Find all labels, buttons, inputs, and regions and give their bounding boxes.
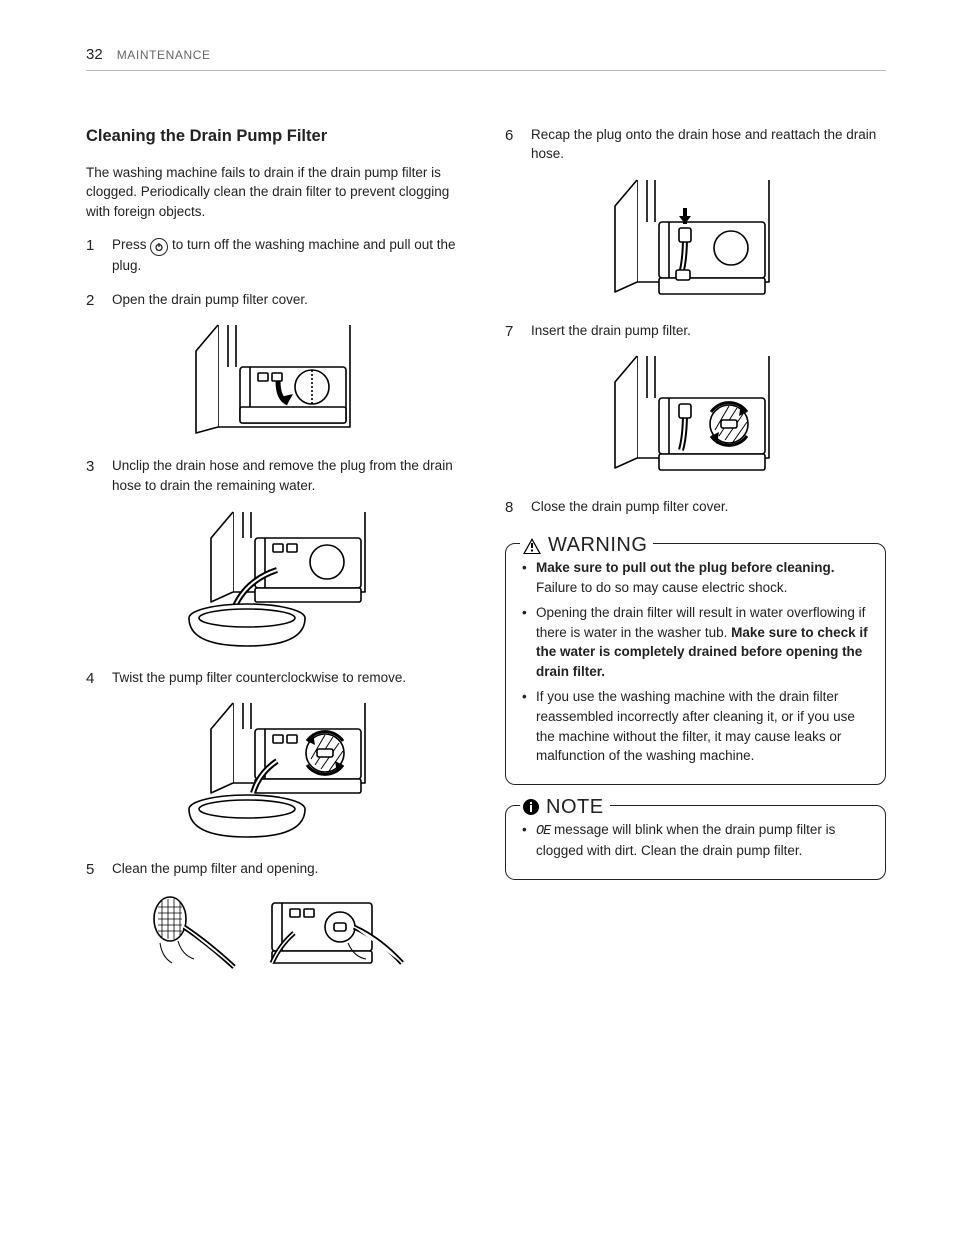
error-code: OE [536, 824, 550, 839]
step-4: 4 Twist the pump filter counterclockwise… [86, 668, 467, 694]
step-number: 5 [86, 859, 100, 885]
step-text: Unclip the drain hose and remove the plu… [112, 456, 467, 495]
step-text: Press [112, 237, 150, 252]
step-2: 2 Open the drain pump filter cover. [86, 290, 467, 316]
content-columns: Cleaning the Drain Pump Filter The washi… [86, 125, 886, 1011]
step-body: Press to turn off the washing machine an… [112, 235, 467, 282]
step-body: Clean the pump filter and opening. [112, 859, 467, 885]
step-body: Twist the pump filter counterclockwise t… [112, 668, 467, 694]
step-number: 8 [505, 497, 519, 523]
note-text: message will blink when the drain pump f… [536, 822, 835, 859]
left-column: Cleaning the Drain Pump Filter The washi… [86, 125, 467, 1011]
figure-step-6 [505, 178, 886, 303]
power-icon [150, 238, 168, 256]
step-number: 4 [86, 668, 100, 694]
step-6: 6 Recap the plug onto the drain hose and… [505, 125, 886, 170]
step-text: Twist the pump filter counterclockwise t… [112, 668, 467, 688]
section-name: MAINTENANCE [117, 47, 211, 64]
step-7: 7 Insert the drain pump filter. [505, 321, 886, 347]
right-column: 6 Recap the plug onto the drain hose and… [505, 125, 886, 1011]
step-number: 7 [505, 321, 519, 347]
step-body: Close the drain pump filter cover. [531, 497, 886, 523]
warning-title-text: WARNING [548, 531, 647, 560]
warning-callout: WARNING Make sure to pull out the plug b… [505, 543, 886, 785]
warning-item: Make sure to pull out the plug before cl… [522, 558, 869, 597]
warning-text: If you use the washing machine with the … [536, 689, 855, 763]
figure-step-7 [505, 354, 886, 479]
section-title: Cleaning the Drain Pump Filter [86, 125, 467, 149]
info-icon [522, 798, 540, 816]
step-number: 2 [86, 290, 100, 316]
step-text: Close the drain pump filter cover. [531, 497, 886, 517]
step-text: Clean the pump filter and opening. [112, 859, 467, 879]
step-text: Open the drain pump filter cover. [112, 290, 467, 310]
step-body: Open the drain pump filter cover. [112, 290, 467, 316]
note-title-text: NOTE [546, 793, 604, 822]
step-number: 6 [505, 125, 519, 170]
step-text: Insert the drain pump filter. [531, 321, 886, 341]
figure-step-5 [86, 893, 467, 993]
note-callout: NOTE OE message will blink when the drai… [505, 805, 886, 880]
warning-icon [522, 537, 542, 555]
step-8: 8 Close the drain pump filter cover. [505, 497, 886, 523]
step-body: Insert the drain pump filter. [531, 321, 886, 347]
figure-step-3 [86, 510, 467, 650]
step-5: 5 Clean the pump filter and opening. [86, 859, 467, 885]
figure-step-4 [86, 701, 467, 841]
step-1: 1 Press to turn off the washing machine … [86, 235, 467, 282]
step-body: Unclip the drain hose and remove the plu… [112, 456, 467, 501]
note-item: OE message will blink when the drain pum… [522, 820, 869, 861]
note-title: NOTE [520, 793, 610, 822]
step-3: 3 Unclip the drain hose and remove the p… [86, 456, 467, 501]
step-number: 1 [86, 235, 100, 282]
warning-item: Opening the drain filter will result in … [522, 603, 869, 681]
warning-title: WARNING [520, 531, 653, 560]
step-text: Recap the plug onto the drain hose and r… [531, 125, 886, 164]
intro-text: The washing machine fails to drain if th… [86, 163, 467, 222]
warning-text: Failure to do so may cause electric shoc… [536, 580, 787, 595]
step-body: Recap the plug onto the drain hose and r… [531, 125, 886, 170]
warning-bold: Make sure to pull out the plug before cl… [536, 560, 835, 575]
page-number: 32 [86, 44, 103, 66]
warning-item: If you use the washing machine with the … [522, 687, 869, 765]
page-header: 32 MAINTENANCE [86, 44, 886, 71]
step-number: 3 [86, 456, 100, 501]
figure-step-2 [86, 323, 467, 438]
